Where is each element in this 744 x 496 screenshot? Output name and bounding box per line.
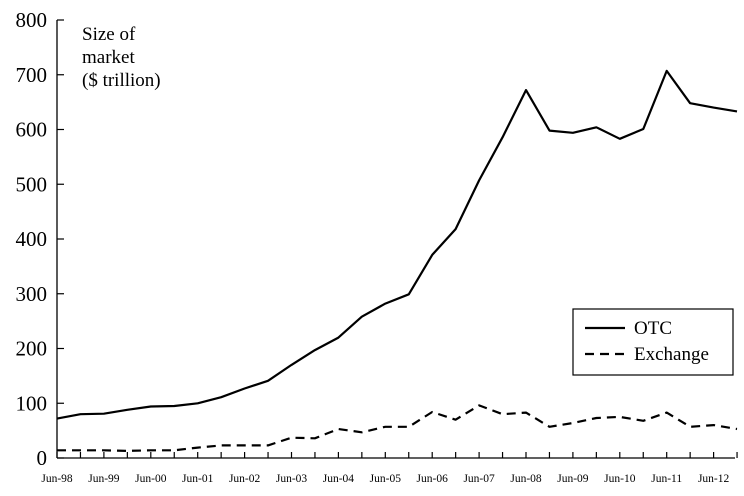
x-tick-label: Jun-02 <box>229 473 261 485</box>
y-tick-label: 800 <box>16 8 48 32</box>
x-tick-label: Jun-05 <box>370 473 402 485</box>
x-tick-label: Jun-00 <box>135 473 167 485</box>
x-ticks: Jun-98 Jun-99 Jun-00 Jun-01 Jun-02 Jun-03 Jun-… <box>41 452 738 485</box>
y-tick-label: 500 <box>16 172 48 196</box>
y-axis-label: Size of market ($ trillion) <box>82 24 161 91</box>
x-tick-label: Jun-07 <box>463 473 495 485</box>
legend-otc-label: OTC <box>634 318 672 339</box>
y-tick-label: 200 <box>16 337 48 361</box>
x-tick-label: Jun-08 <box>510 473 542 485</box>
legend: OTC Exchange <box>572 308 734 376</box>
x-tick-label: Jun-09 <box>557 473 589 485</box>
y-axis-label-line-2: market <box>82 47 135 68</box>
series-line-otc <box>56 69 738 420</box>
y-tick-label: 600 <box>16 118 48 142</box>
x-tick-label: Jun-12 <box>698 473 730 485</box>
legend-box <box>572 308 734 376</box>
x-tick-label: Jun-10 <box>604 473 636 485</box>
x-tick-label: Jun-04 <box>323 473 355 485</box>
x-tick-label: Jun-03 <box>276 473 308 485</box>
y-tick-label: 100 <box>16 391 48 415</box>
y-axis-label-line-1: Size of <box>82 24 136 45</box>
legend-exchange-label: Exchange <box>634 344 709 365</box>
y-tick-label: 0 <box>37 446 48 470</box>
y-tick-label: 300 <box>16 282 48 306</box>
x-tick-label: Jun-99 <box>88 473 120 485</box>
y-tick-label: 400 <box>16 227 48 251</box>
x-tick-label: Jun-98 <box>41 473 73 485</box>
y-tick-label: 700 <box>16 63 48 87</box>
x-tick-label: Jun-11 <box>651 473 682 485</box>
x-tick-label: Jun-01 <box>182 473 214 485</box>
series-line-exchange <box>57 404 738 452</box>
series-layer <box>56 69 738 452</box>
x-tick-label: Jun-06 <box>417 473 449 485</box>
y-axis-label-line-3: ($ trillion) <box>82 70 161 91</box>
y-ticks: 0 100 200 300 400 500 600 700 800 <box>16 8 64 470</box>
